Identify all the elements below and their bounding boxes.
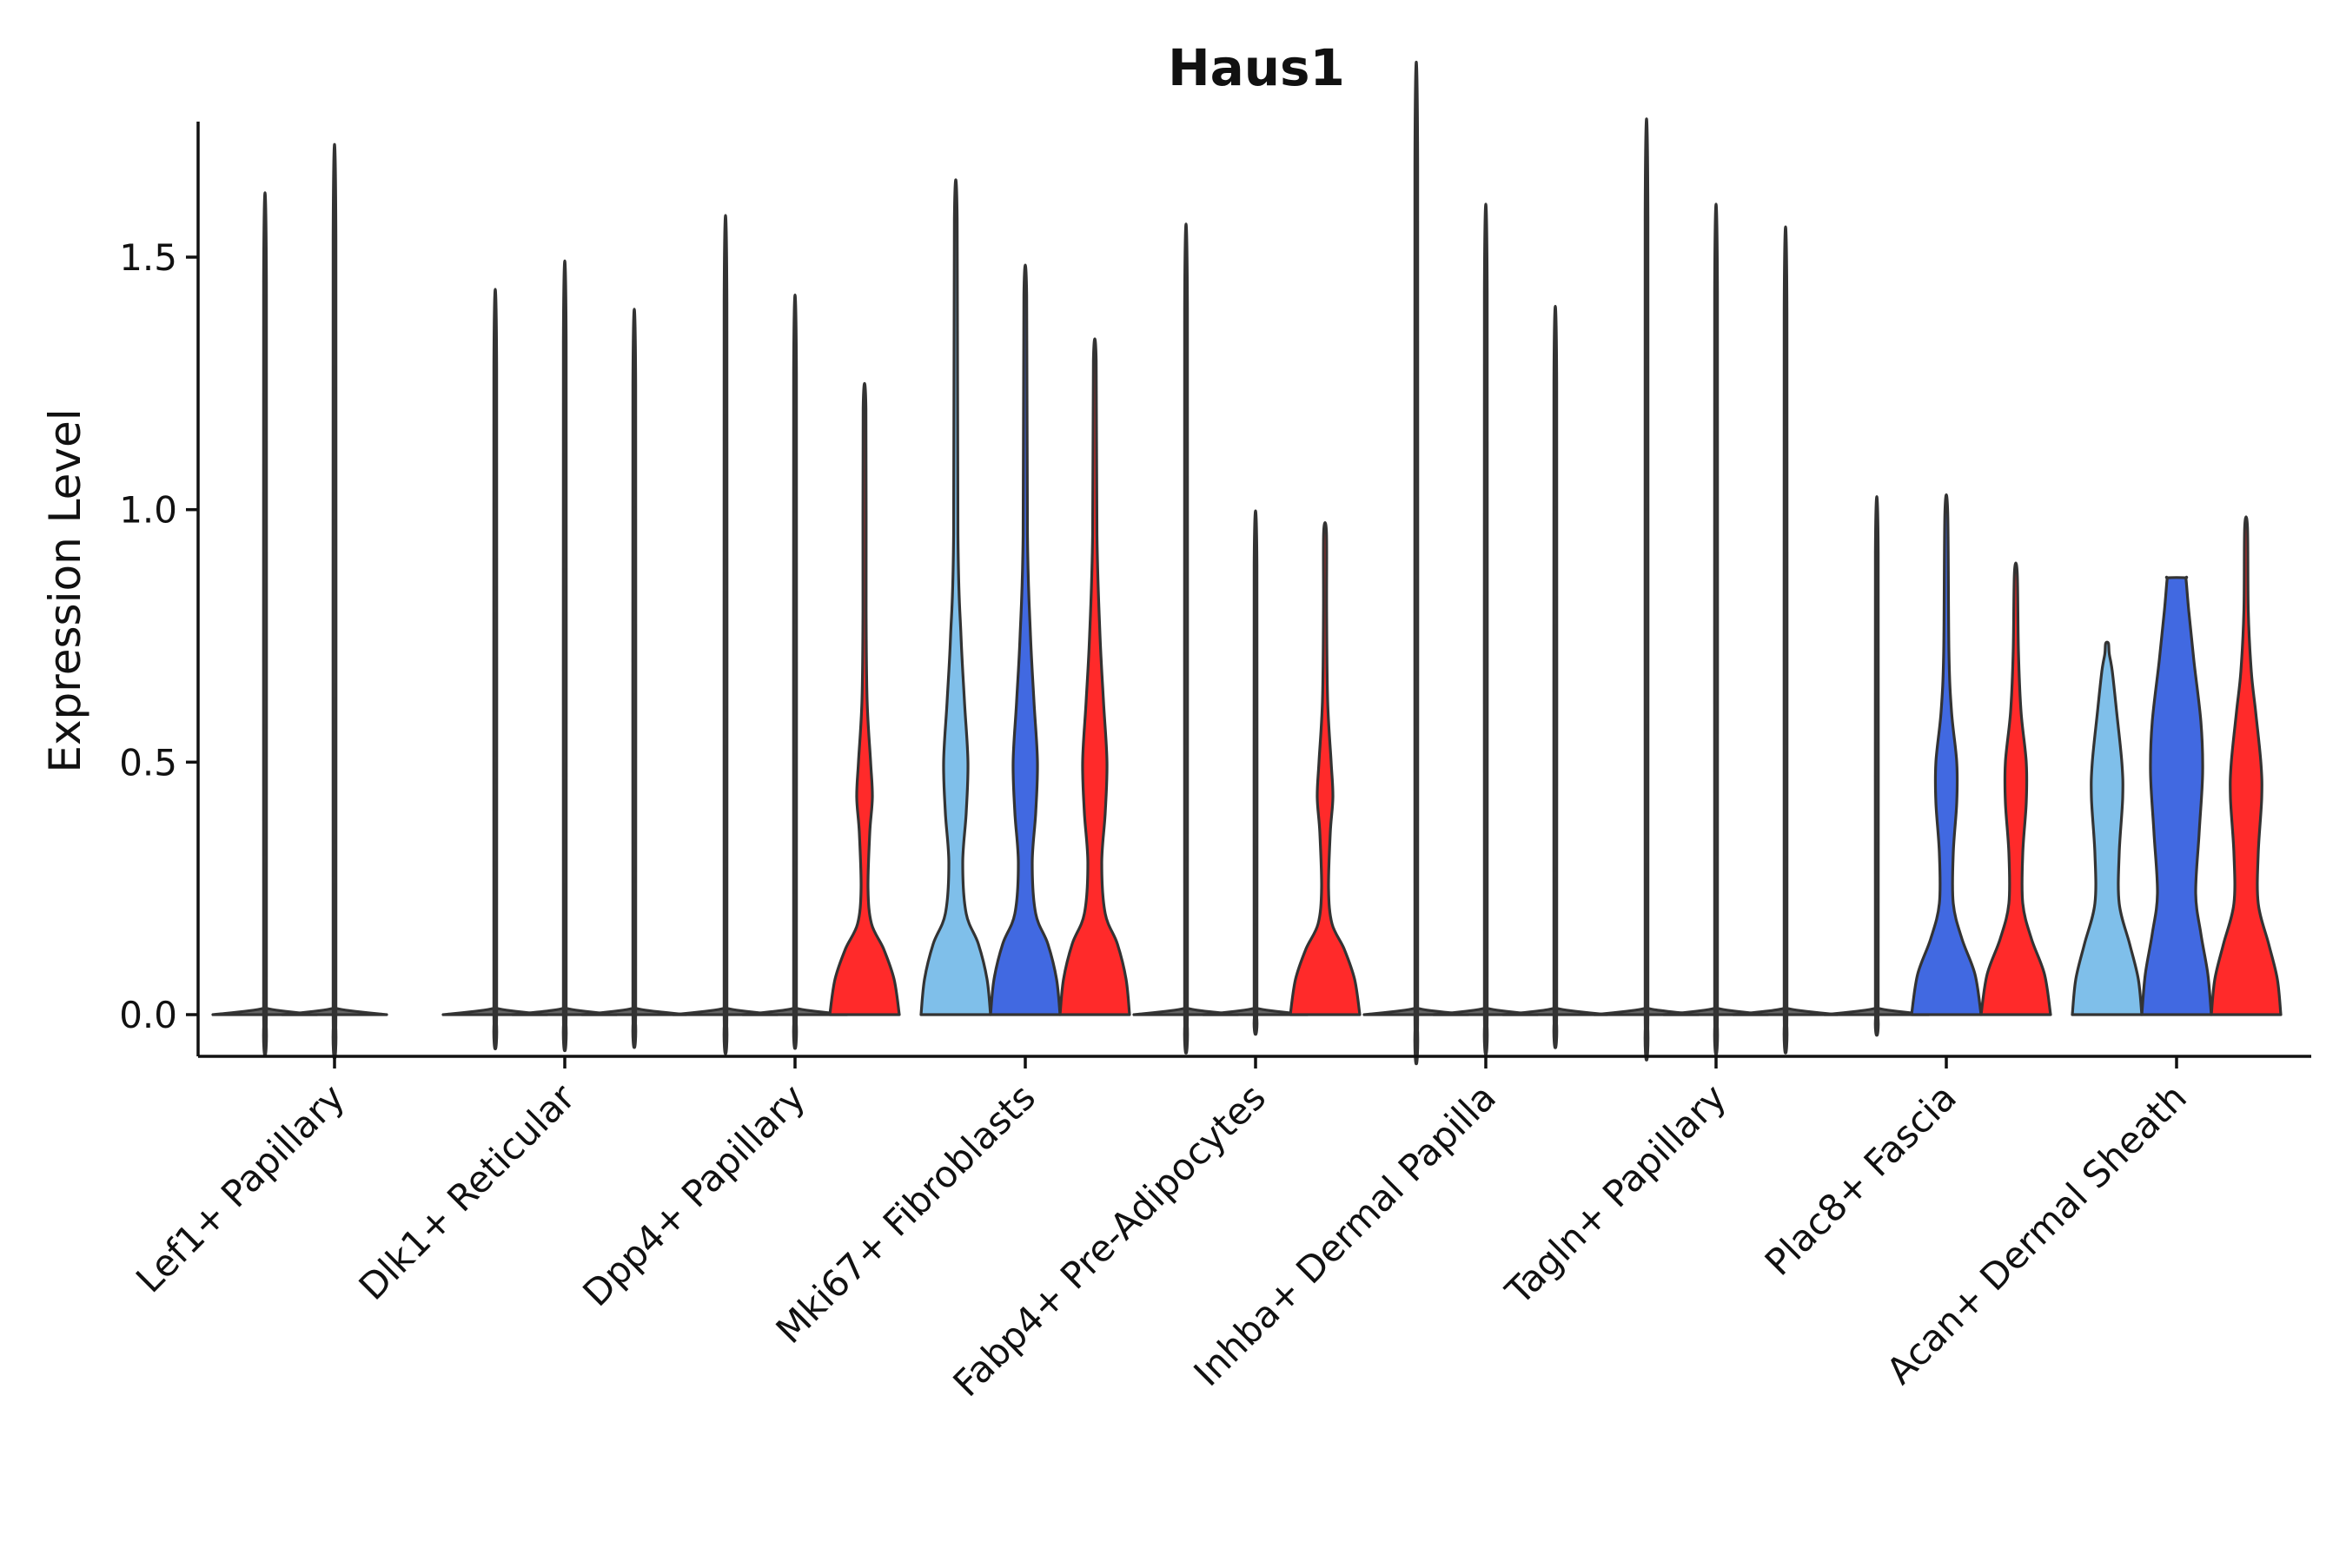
violin-flat <box>1132 222 1240 1055</box>
violin-flat <box>1732 225 1839 1055</box>
violin-flat <box>1362 60 1470 1065</box>
x-tick-label: Dlk1+ Reticular <box>351 1075 584 1308</box>
violin-blue <box>989 263 1062 1016</box>
violin-flat <box>211 191 319 1057</box>
violins-layer <box>211 60 2283 1065</box>
y-tick-label: 1.0 <box>119 489 177 532</box>
violin-red <box>828 382 901 1016</box>
violin-flat <box>1662 202 1770 1056</box>
violin-flat <box>281 142 388 1060</box>
violin-flat <box>1501 305 1609 1049</box>
y-tick-label: 0.5 <box>119 741 177 784</box>
violin-light_blue <box>919 178 992 1016</box>
violin-red <box>1289 520 1362 1016</box>
chart-title: Haus1 <box>1168 38 1345 97</box>
y-ticks-layer: 0.0 0.5 1.0 1.5 <box>119 236 198 1036</box>
violin-flat <box>580 308 688 1049</box>
violin-flat <box>741 294 849 1050</box>
violin-blue <box>1910 493 1983 1016</box>
violin-red <box>2210 515 2283 1016</box>
x-tick-label: Tagln+ Papillary <box>1497 1075 1734 1313</box>
violin-flat <box>1432 202 1540 1056</box>
violin-blue <box>2140 575 2213 1016</box>
y-tick-label: 0.0 <box>119 994 177 1036</box>
violin-flat <box>511 259 619 1053</box>
violin-light_blue <box>2071 640 2144 1016</box>
y-tick-label: 1.5 <box>119 236 177 279</box>
x-tick-label: Mki67+ Fibroblasts <box>768 1075 1044 1351</box>
violin-flat <box>1823 495 1931 1037</box>
x-tick-label: Lef1+ Papillary <box>128 1075 353 1300</box>
violin-flat <box>441 288 549 1050</box>
x-tick-label: Plac8+ Fascia <box>1757 1075 1965 1283</box>
violin-flat <box>1593 117 1700 1062</box>
violin-flat <box>1202 509 1309 1036</box>
x-tick-label: Dpp4+ Papillary <box>574 1075 813 1314</box>
violin-red <box>1058 337 1131 1016</box>
y-axis-label: Expression Level <box>40 408 90 772</box>
violin-flat <box>672 214 779 1055</box>
violin-red <box>1979 561 2052 1016</box>
